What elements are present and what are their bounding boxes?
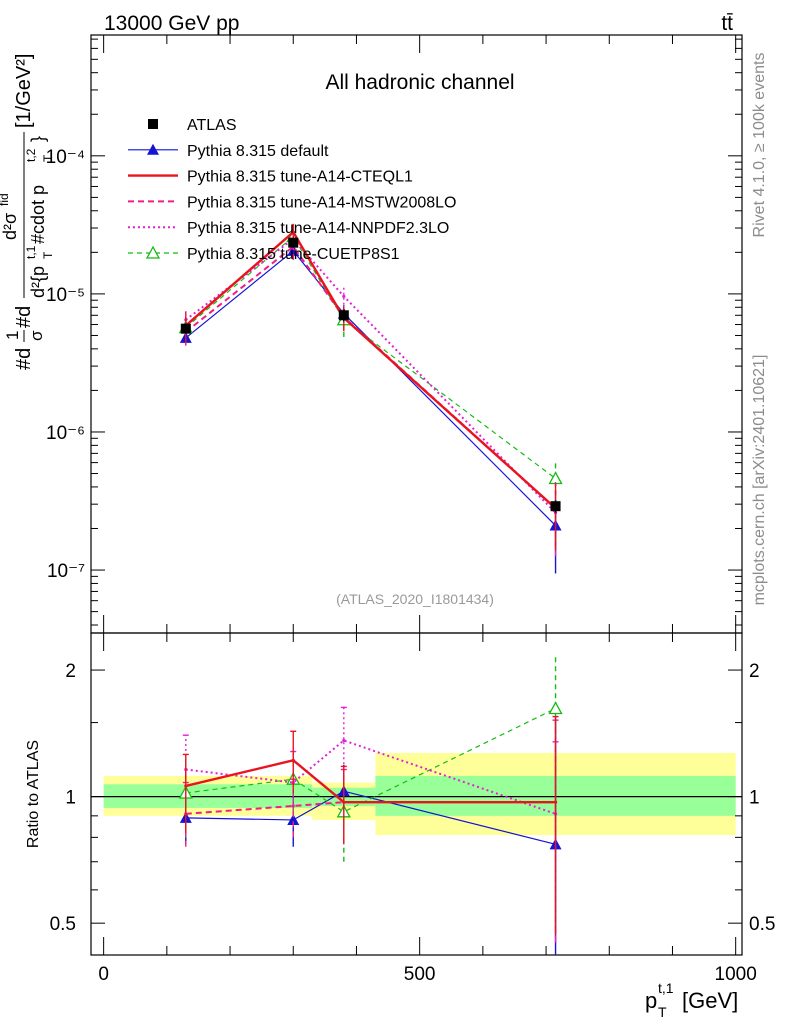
- ylabel-frac2-den-mid: #cdot p: [28, 185, 48, 244]
- legend-item: Pythia 8.315 tune-A14-CTEQL1: [128, 169, 413, 186]
- ratio-series-line: [185, 739, 556, 815]
- ylabel-frac2-num-sup: fid: [0, 193, 11, 206]
- ylabel-frac2-den-end: }: [28, 136, 48, 142]
- ratio-data-point: [548, 701, 563, 715]
- ratio-series-line: [185, 790, 556, 845]
- data-point: [338, 310, 349, 321]
- series-blue-triangle: [179, 244, 562, 574]
- legend-label: Pythia 8.315 default: [187, 143, 329, 160]
- ylabel-sub-t1: T: [41, 251, 55, 259]
- ratio-plot-frame: [90, 632, 743, 956]
- ratio-y-tick-label-left: 1: [65, 788, 76, 809]
- data-point: [291, 230, 295, 234]
- ratio-data-point: [184, 784, 188, 788]
- analysis-watermark: (ATLAS_2020_I1801434): [336, 591, 494, 607]
- data-point: [550, 501, 561, 512]
- ratio-series-line: [185, 758, 556, 804]
- ratio-series-blue-triangle: [179, 716, 562, 955]
- mcplots-label: mcplots.cern.ch [arXiv:2401.10621]: [751, 355, 768, 606]
- legend-item: Pythia 8.315 default: [128, 143, 329, 160]
- ylabel-sup-t2: t,2: [24, 148, 38, 162]
- process-label: tt̄: [721, 12, 733, 35]
- ylabel-frac2-den: d²{p: [28, 266, 48, 298]
- legend-item: ATLAS: [148, 117, 237, 134]
- main-y-axis-label: #d 1 σ #d d²σ fid d²{p T t,1 #cdot p T t…: [0, 54, 55, 370]
- ratio-data-point: [553, 800, 558, 804]
- legend-label: Pythia 8.315 tune-CUETP8S1: [187, 246, 400, 263]
- legend-label: Pythia 8.315 tune-A14-MSTW2008LO: [187, 194, 456, 211]
- legend-item: Pythia 8.315 tune-A14-NNPDF2.3LO: [128, 220, 449, 237]
- x-tick-label: 500: [404, 964, 436, 985]
- ratio-data-point: [291, 804, 295, 808]
- ratio-y-tick-label-left: 0.5: [50, 914, 76, 935]
- main-plot-title: All hadronic channel: [325, 71, 514, 94]
- xlabel-units: [GeV]: [682, 988, 738, 1013]
- data-point: [548, 471, 563, 485]
- series-line: [185, 250, 556, 526]
- main-y-tick-label: 10⁻⁴: [46, 147, 85, 168]
- legend-label: Pythia 8.315 tune-A14-NNPDF2.3LO: [187, 220, 449, 237]
- ylabel-units: [1/GeV²]: [13, 54, 35, 128]
- main-y-tick-label: 10⁻⁶: [46, 423, 85, 444]
- ratio-y-tick-label-right: 1: [749, 788, 760, 809]
- series-line: [185, 235, 556, 480]
- main-plot-panel: 10⁻⁷ 10⁻⁶ 10⁻⁵ 10⁻⁴ All hadronic channel (A…: [46, 34, 743, 634]
- x-tick-label: 1000: [715, 964, 757, 985]
- ylabel-hash-d: #d: [13, 306, 35, 328]
- ratio-plot-panel: 0.5 0.5 1 1 2 2 0 500 1000: [50, 632, 775, 985]
- series-black-square: [180, 237, 561, 513]
- legend-item: Pythia 8.315 tune-CUETP8S1: [128, 245, 400, 263]
- ratio-data-point: [342, 800, 346, 804]
- ylabel-sub-t2: T: [41, 154, 55, 162]
- ratio-data-point: [287, 813, 300, 825]
- collision-label: 13000 GeV pp: [104, 12, 239, 35]
- ylabel-frac1-num: 1: [3, 331, 22, 340]
- rivet-version-label: Rivet 4.1.0, ≥ 100k events: [751, 53, 768, 238]
- main-y-tick-label: 10⁻⁵: [46, 285, 85, 306]
- x-tick-label: 0: [98, 964, 109, 985]
- ylabel-sup-t1: t,1: [24, 245, 38, 259]
- data-point: [180, 323, 191, 334]
- ylabel-frac1-den: σ: [27, 330, 46, 341]
- legend-marker: [147, 143, 159, 155]
- ratio-data-point: [291, 758, 295, 762]
- xlabel-sub: T: [658, 1004, 667, 1020]
- ratio-y-tick-label-right: 0.5: [749, 914, 775, 935]
- legend-marker: [145, 245, 161, 259]
- ylabel-prefix: #d: [13, 348, 35, 370]
- ylabel-frac2-num: d²σ: [0, 213, 20, 240]
- ratio-y-tick-label-right: 2: [749, 661, 760, 682]
- data-point: [287, 244, 300, 256]
- series-line: [185, 245, 557, 510]
- series-red-solid: [184, 223, 558, 550]
- ratio-data-point: [342, 738, 346, 743]
- legend-label: ATLAS: [187, 117, 237, 134]
- xlabel-sup: t,1: [658, 980, 674, 996]
- legend-label: Pythia 8.315 tune-A14-CTEQL1: [187, 169, 413, 186]
- main-y-tick-label: 10⁻⁷: [47, 561, 85, 582]
- ratio-y-tick-label-left: 2: [65, 661, 76, 682]
- series-magenta-dashed: [184, 235, 558, 557]
- legend-item: Pythia 8.315 tune-A14-MSTW2008LO: [128, 194, 456, 211]
- legend: ATLAS Pythia 8.315 default Pythia 8.315 tu…: [128, 117, 456, 263]
- xlabel-p: p: [645, 988, 657, 1013]
- data-point: [342, 294, 346, 298]
- ratio-series-red-solid: [182, 715, 559, 935]
- x-axis-label: p T t,1 [GeV]: [645, 980, 738, 1020]
- legend-marker: [148, 119, 158, 129]
- data-point: [288, 237, 299, 248]
- series-line: [185, 230, 557, 510]
- ratio-y-axis-label: Ratio to ATLAS: [25, 740, 42, 848]
- ratio-series-line: [185, 707, 556, 813]
